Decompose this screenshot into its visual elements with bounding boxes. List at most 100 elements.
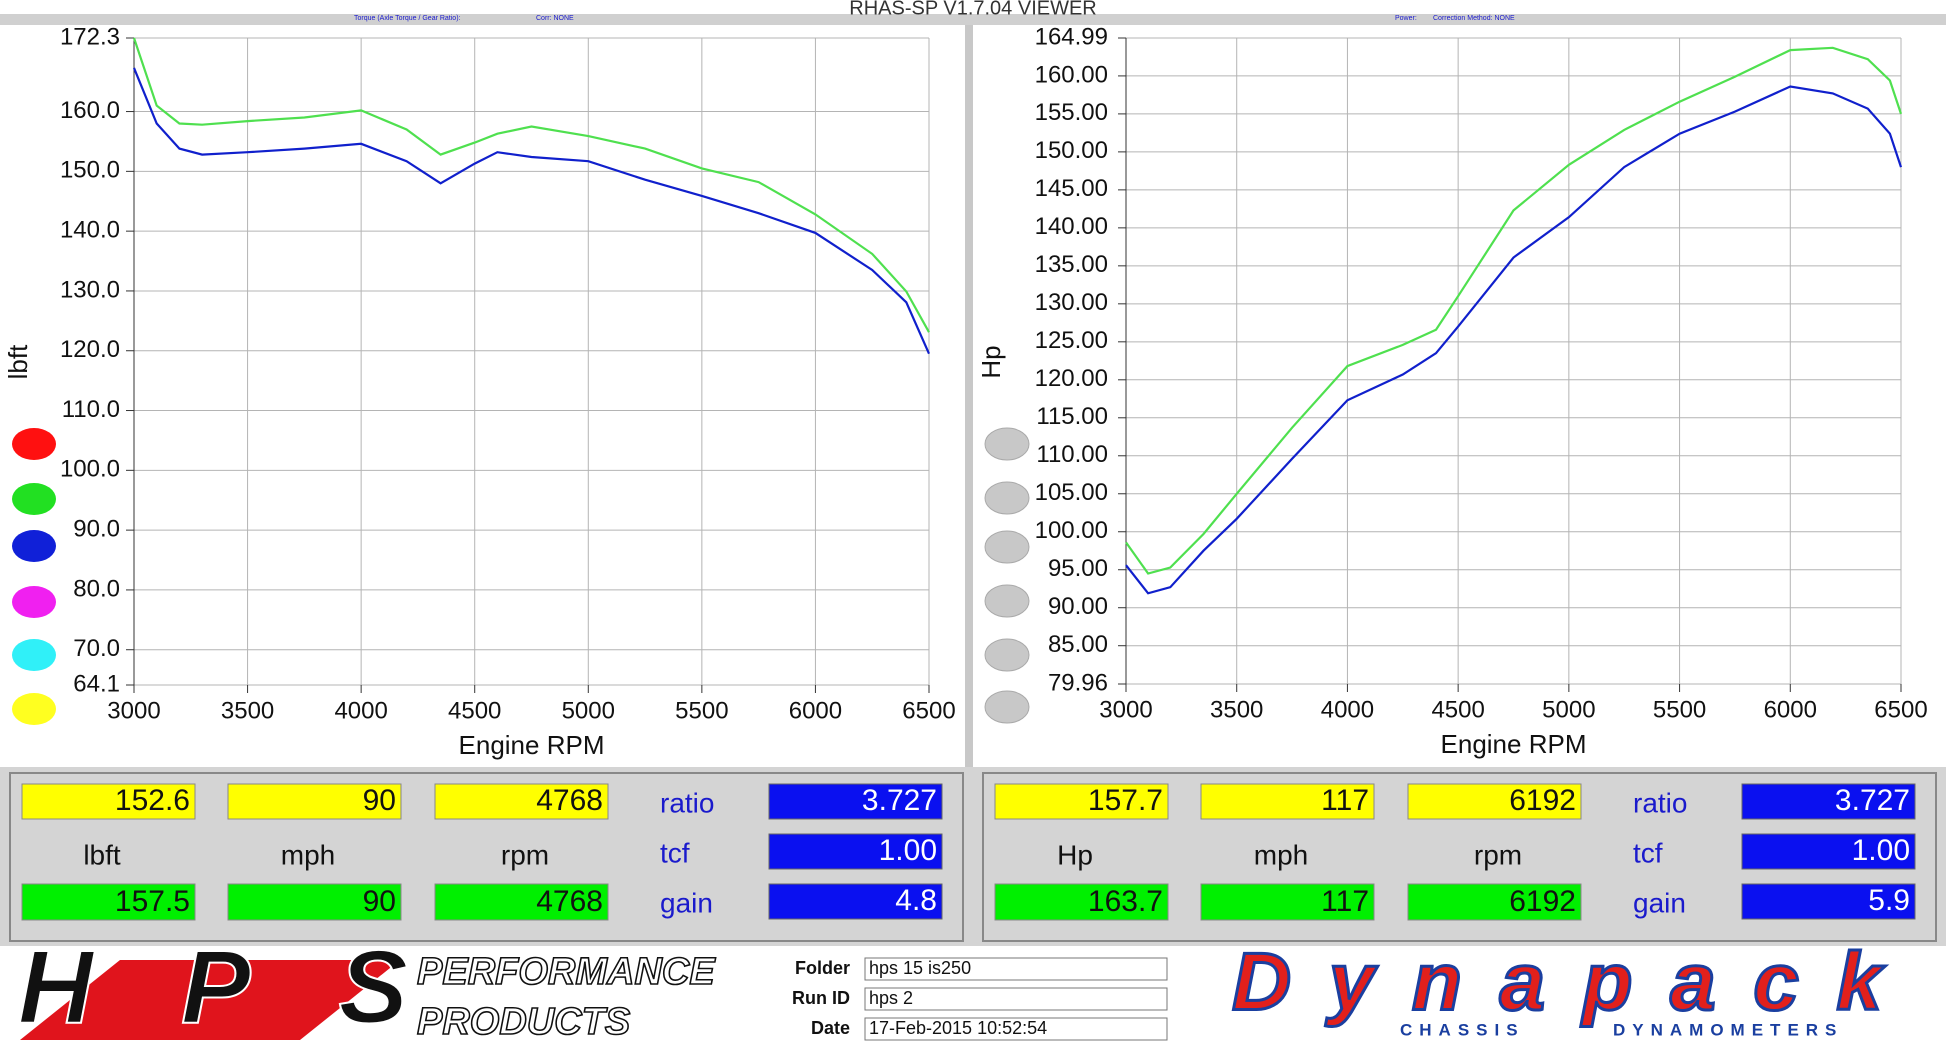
y-tick-label: 85.00 [1048, 631, 1108, 658]
y-tick-label: 110.00 [1036, 441, 1108, 468]
value-box [1200, 783, 1375, 820]
param-box [768, 833, 943, 870]
value-box [994, 883, 1169, 921]
unit-label: rpm [501, 839, 549, 870]
chart-correction: Corr: NONE [536, 15, 574, 22]
chart-subtitle: Torque (Axle Torque / Gear Ratio): [354, 15, 461, 22]
value-box [994, 783, 1169, 820]
hps-swoosh [20, 960, 400, 1040]
secondary-value: 117 [1321, 885, 1369, 918]
param-box [1741, 833, 1916, 870]
y-tick-label: 135.00 [1035, 251, 1108, 278]
hps-line2: PRODUCTS [417, 1001, 630, 1043]
param-value: 1.00 [1852, 834, 1910, 867]
series-line [1125, 85, 1903, 595]
value-box [21, 883, 196, 921]
y-tick-label: 145.00 [1035, 175, 1108, 202]
y-tick-label: 120.0 [60, 336, 120, 363]
x-tick-label: 4000 [334, 697, 387, 724]
hps-logo: HPS [18, 929, 408, 1045]
y-tick-label: 100.0 [60, 456, 120, 483]
x-axis-label: Engine RPM [1441, 729, 1587, 759]
x-axis-label: Engine RPM [459, 730, 605, 760]
swatch [984, 584, 1030, 618]
panel-divider [965, 25, 973, 767]
y-tick-label: 90.00 [1048, 593, 1108, 620]
secondary-value: 6192 [1509, 885, 1576, 918]
value-box [434, 883, 609, 921]
y-tick-label: 140.0 [60, 216, 120, 243]
window-title: RHAS-SP V1.7.04 VIEWER [849, 0, 1097, 19]
swatch [12, 639, 56, 671]
value-box [21, 783, 196, 820]
param-box [1741, 883, 1916, 920]
readout-panel [9, 772, 964, 942]
y-tick-label: 120.00 [1035, 365, 1108, 392]
y-tick-label: 95.00 [1048, 555, 1108, 582]
y-tick-label: 79.96 [1048, 669, 1108, 696]
x-tick-label: 5500 [1653, 696, 1706, 723]
info-field [864, 987, 1168, 1011]
readout-panel [982, 772, 1937, 942]
unit-label: mph [281, 839, 335, 870]
x-tick-label: 5000 [562, 697, 615, 724]
value-box [227, 883, 402, 921]
param-label: gain [660, 887, 713, 918]
unit-label: rpm [1474, 839, 1522, 870]
y-tick-label: 130.0 [60, 276, 120, 303]
swatch [12, 530, 56, 562]
series-line [132, 37, 930, 333]
info-label: Run ID [792, 988, 850, 1008]
secondary-value: 163.7 [1088, 885, 1163, 918]
info-value: hps 2 [869, 988, 913, 1008]
hps-line1: PERFORMANCE [417, 951, 716, 993]
param-label: ratio [660, 787, 714, 818]
unit-label: mph [1254, 839, 1308, 870]
param-label: tcf [1633, 837, 1663, 868]
primary-value: 152.6 [115, 784, 190, 817]
y-tick-label: 150.00 [1035, 137, 1108, 164]
x-tick-label: 3500 [1210, 696, 1263, 723]
x-tick-label: 4500 [448, 697, 501, 724]
primary-value: 90 [363, 784, 396, 817]
swatch [984, 690, 1030, 724]
primary-value: 6192 [1509, 784, 1576, 817]
info-label: Date [811, 1018, 850, 1038]
param-label: ratio [1633, 787, 1687, 818]
y-tick-label: 90.0 [73, 515, 120, 542]
x-tick-label: 6000 [1764, 696, 1817, 723]
secondary-value: 90 [363, 885, 396, 918]
y-axis-label: lbft [3, 344, 33, 379]
y-tick-label: 164.99 [1035, 23, 1108, 50]
param-value: 5.9 [1868, 884, 1910, 917]
y-tick-label: 130.00 [1035, 289, 1108, 316]
y-tick-label: 110.0 [62, 396, 120, 423]
y-tick-label: 172.3 [60, 23, 120, 50]
legend-swatches [12, 427, 1030, 725]
value-box [1407, 783, 1582, 820]
swatch [984, 481, 1030, 515]
param-box [768, 883, 943, 920]
swatch [12, 483, 56, 515]
y-tick-label: 100.00 [1035, 517, 1108, 544]
y-tick-label: 160.00 [1035, 61, 1108, 88]
y-tick-label: 70.0 [73, 635, 120, 662]
y-tick-label: 64.1 [73, 670, 120, 697]
unit-label: Hp [1057, 839, 1093, 870]
value-box [227, 783, 402, 820]
title-bar [0, 14, 1946, 25]
param-value: 4.8 [895, 884, 937, 917]
info-value: hps 15 is250 [869, 958, 971, 978]
param-box [768, 783, 943, 820]
y-tick-label: 140.00 [1035, 213, 1108, 240]
primary-value: 4768 [536, 784, 603, 817]
value-box [434, 783, 609, 820]
param-label: gain [1633, 887, 1686, 918]
param-value: 3.727 [1835, 784, 1910, 817]
y-tick-label: 125.00 [1035, 327, 1108, 354]
primary-value: 117 [1321, 784, 1369, 817]
y-axis-label: Hp [976, 345, 1006, 378]
swatch [984, 638, 1030, 672]
swatch [12, 693, 56, 725]
